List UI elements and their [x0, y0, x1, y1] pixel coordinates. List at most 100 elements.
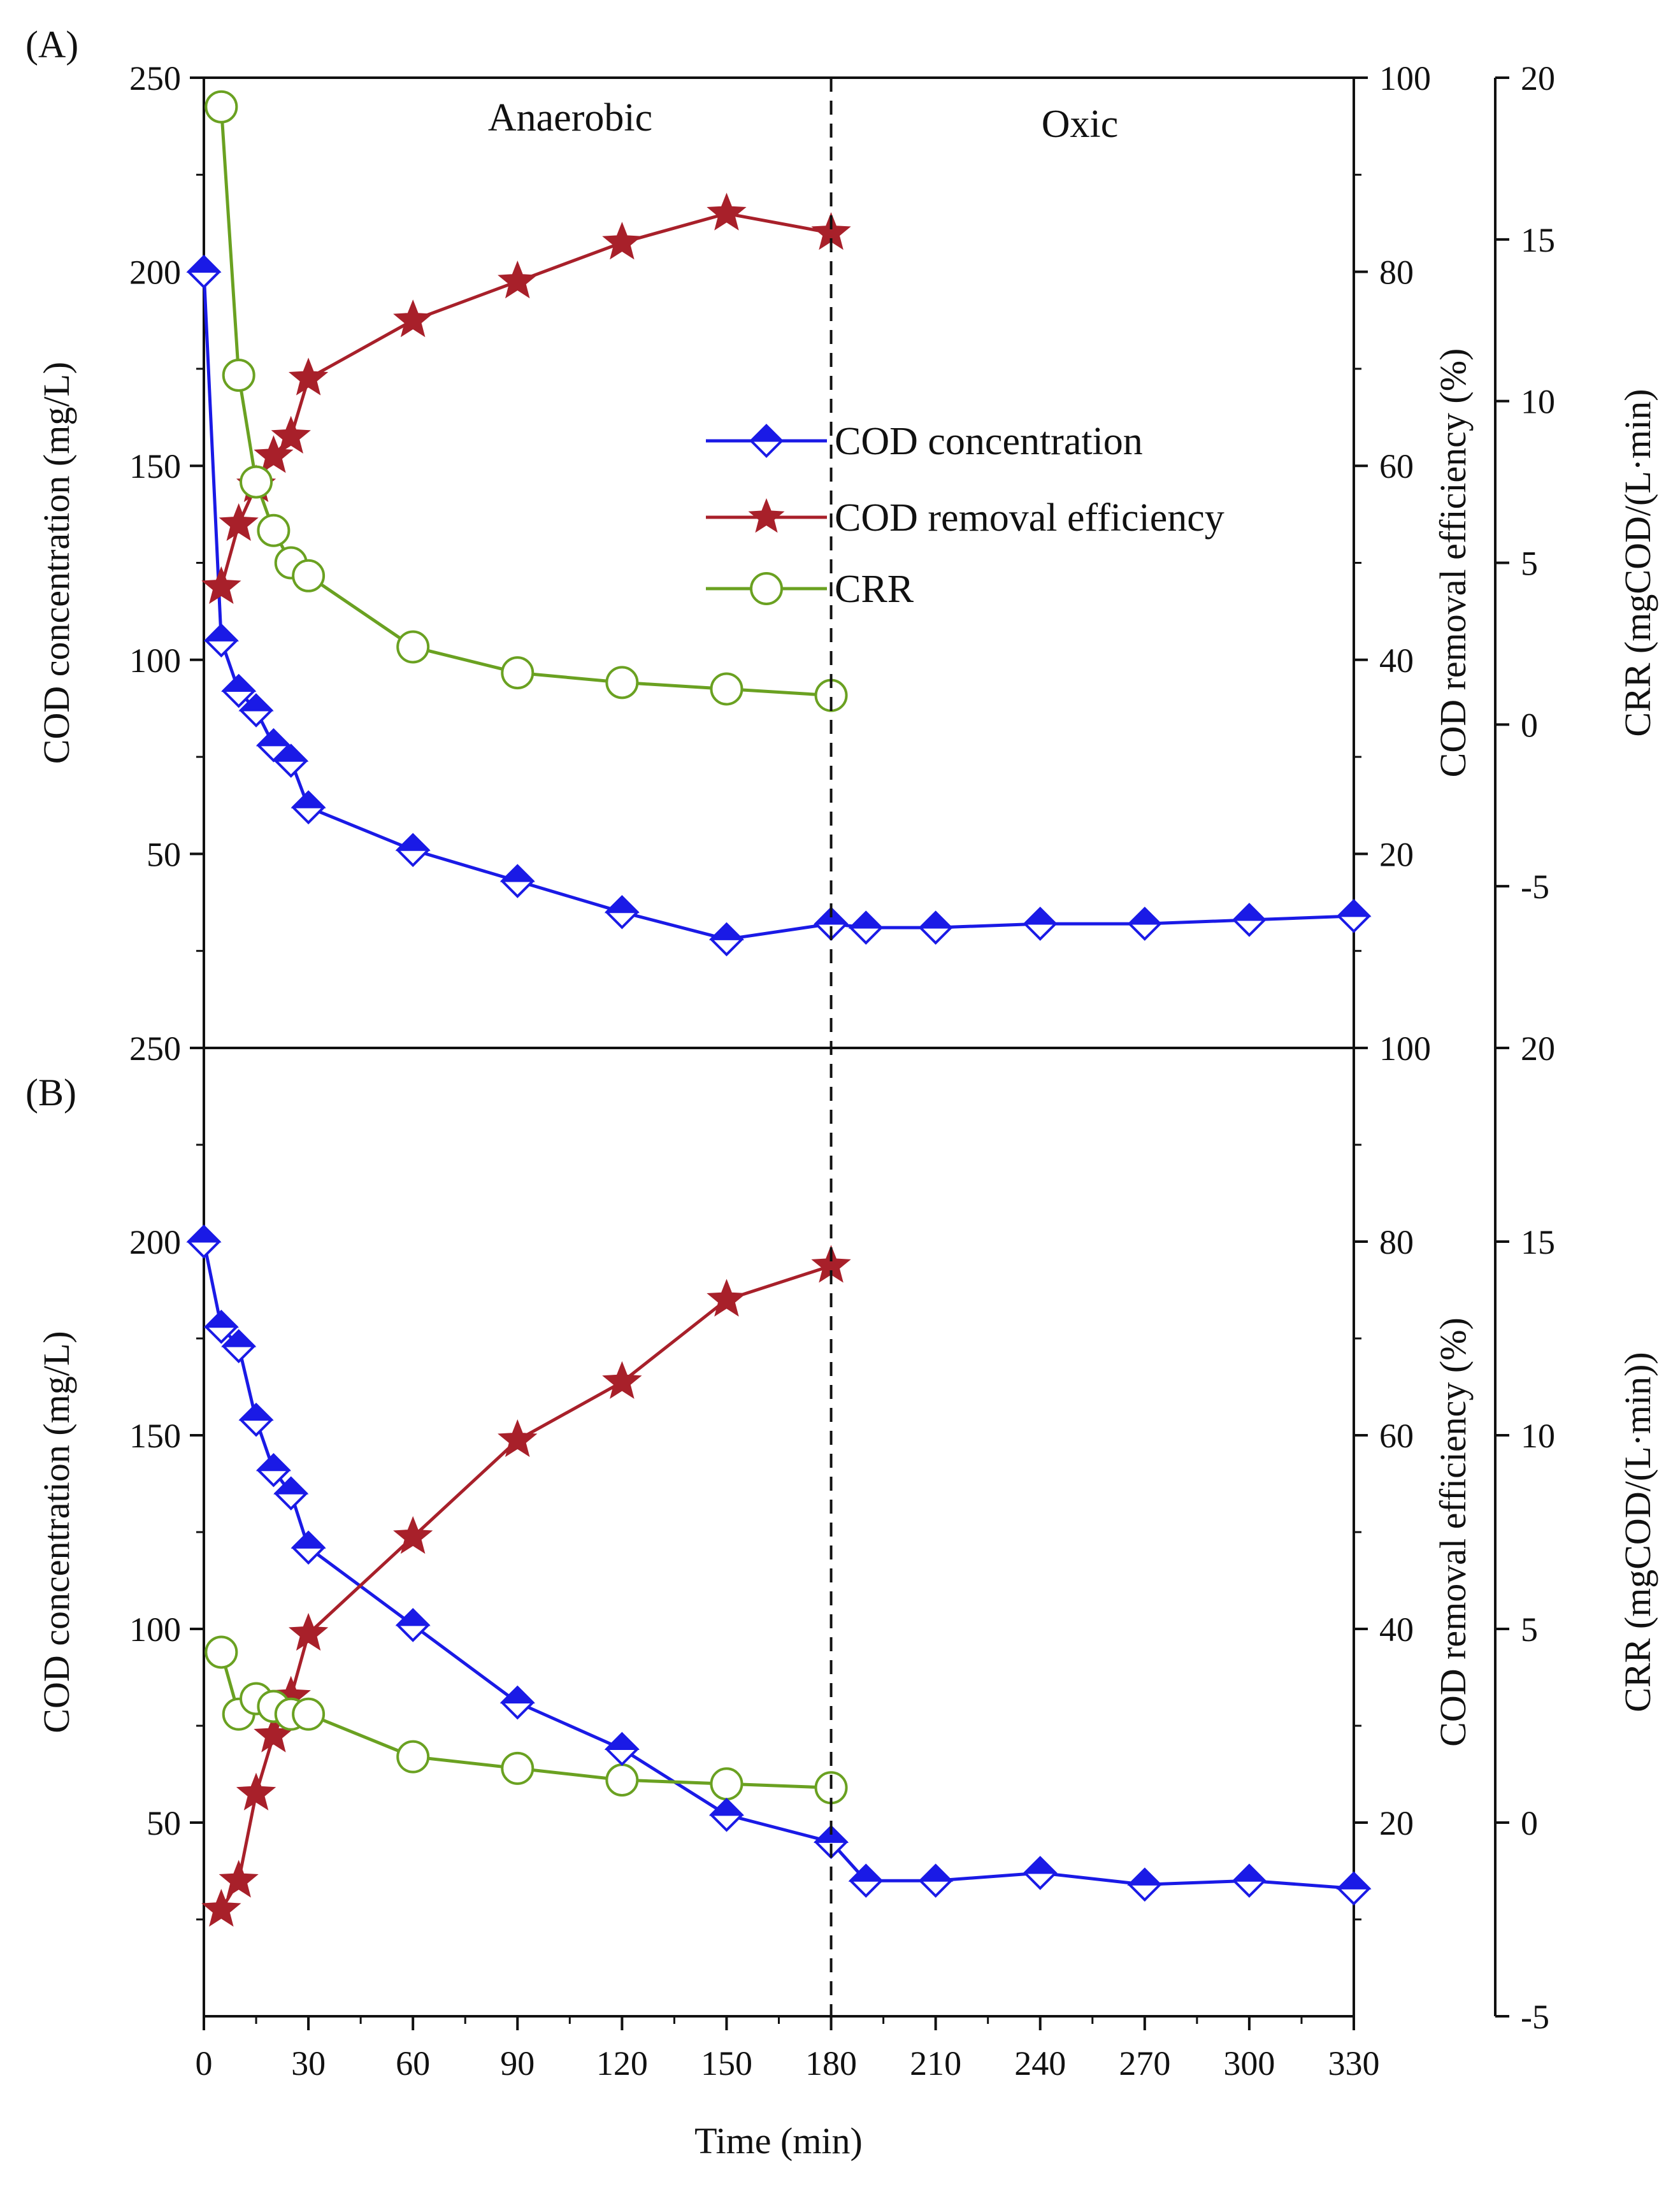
y-left-tick-label: 200 — [129, 1223, 181, 1261]
cod-removal-efficiency-point — [707, 192, 747, 231]
y-left-tick-label: 250 — [129, 59, 181, 97]
crr-point — [257, 513, 291, 547]
cod-concentration-point — [848, 910, 884, 945]
cod-concentration-point — [1231, 1863, 1267, 1898]
legend-marker-circle — [750, 572, 783, 605]
x-tick-label: 150 — [701, 2044, 752, 2083]
y-left-tick-label: 50 — [147, 1804, 181, 1842]
legend-label: COD concentration — [835, 420, 1143, 463]
cod-concentration-point — [604, 894, 640, 929]
y-right-tick-label: 10 — [1521, 1417, 1555, 1455]
crr-line — [219, 106, 831, 698]
cod-concentration-point — [918, 910, 954, 945]
x-tick-label: 180 — [805, 2044, 857, 2083]
cod-concentration-point — [186, 254, 222, 289]
cod-removal-efficiency-point — [498, 1419, 538, 1458]
cod-removal-efficiency-line — [219, 211, 831, 588]
cod-concentration-line — [202, 271, 1354, 941]
x-tick-label: 90 — [500, 2044, 535, 2083]
y-mid-tick-label: 80 — [1379, 1223, 1414, 1261]
y-right-tick-label: 15 — [1521, 1223, 1555, 1261]
cod-removal-efficiency-point — [254, 435, 294, 473]
cod-concentration-point — [291, 1530, 326, 1565]
cod-concentration-point — [848, 1863, 884, 1898]
legend-item-removal: COD removal efficiency — [706, 496, 1224, 540]
cod-concentration-point — [186, 1224, 222, 1259]
y-left-axis-label: COD concentration (mg/L) — [36, 1331, 77, 1733]
y-right-tick-label: 0 — [1521, 1804, 1538, 1842]
y-left-axis-label: COD concentration (mg/L) — [36, 362, 77, 764]
cod-removal-efficiency-point — [288, 1612, 329, 1651]
y-left-tick-label: 50 — [147, 835, 181, 873]
y-mid-tick-label: 20 — [1379, 835, 1414, 873]
y-left-tick-label: 150 — [129, 1417, 181, 1455]
cod-concentration-point — [273, 1476, 309, 1511]
crr-point — [222, 359, 255, 392]
cod-concentration-point — [1127, 1867, 1163, 1902]
cod-concentration-point — [708, 922, 745, 957]
cod-removal-efficiency-point — [393, 1516, 433, 1554]
cod-concentration-point — [604, 1731, 640, 1767]
y-left-tick-label: 100 — [129, 642, 181, 680]
cod-concentration-point — [1127, 907, 1163, 941]
crr-point — [710, 1767, 743, 1801]
panel-label: (A) — [25, 24, 78, 66]
cod-removal-efficiency-point — [201, 566, 241, 605]
y-right-axis-label: CRR (mgCOD/(L·min) — [1617, 389, 1658, 736]
cod-concentration-point — [1336, 899, 1372, 933]
y-mid-tick-label: 20 — [1379, 1804, 1414, 1842]
shared-elements: Anaerobic Oxic 0 30 60 90 120 150 180 210 240 270 30… — [196, 78, 1380, 2162]
cod-concentration-point — [203, 623, 239, 658]
crr-point — [501, 1751, 535, 1785]
crr-point — [710, 672, 743, 706]
cod-concentration-point — [499, 1685, 535, 1720]
cod-concentration-point — [221, 1329, 257, 1363]
y-right-tick-label: 10 — [1521, 383, 1555, 421]
crr-point — [205, 90, 238, 124]
y-mid-tick-label: 40 — [1379, 642, 1414, 680]
x-tick-label: 330 — [1328, 2044, 1380, 2083]
cod-concentration-point — [273, 743, 309, 778]
cod-removal-efficiency-point — [393, 299, 433, 338]
x-tick-label: 210 — [910, 2044, 961, 2083]
panel-b: 50 100 150 200 250 20 40 60 80 100 -5 0 5 10 15 20 COD c… — [25, 1029, 1658, 2036]
y-left-tick-label: 200 — [129, 254, 181, 292]
crr-point — [292, 1697, 326, 1731]
y-mid-tick-label: 100 — [1379, 59, 1431, 97]
panel-a: 50 100 150 200 250 20 40 60 80 100 -5 0 5 10 15 20 COD c… — [25, 24, 1658, 1049]
cod-concentration-point — [238, 693, 274, 728]
legend-marker-diamond — [749, 424, 784, 458]
crr-point — [605, 666, 639, 699]
crr-point — [240, 465, 273, 499]
y-left-tick-label: 250 — [129, 1029, 181, 1068]
x-axis-label: Time (min) — [694, 2120, 863, 2162]
y-right-tick-label: -5 — [1521, 868, 1549, 906]
x-tick-label: 270 — [1119, 2044, 1170, 2083]
cod-concentration-point — [1023, 907, 1058, 941]
cod-removal-efficiency-point — [602, 222, 642, 260]
cod-removal-efficiency-point — [288, 357, 329, 396]
y-mid-tick-label: 100 — [1379, 1029, 1431, 1068]
cod-concentration-point — [203, 1309, 239, 1344]
y-left-tick-label: 150 — [129, 447, 181, 485]
crr-point — [396, 630, 430, 664]
cod-concentration-point — [395, 1608, 431, 1642]
cod-concentration-point — [255, 728, 292, 763]
legend-marker-star — [748, 498, 785, 533]
cod-concentration-point — [238, 1402, 274, 1437]
cod-concentration-point — [255, 1452, 292, 1488]
cod-concentration-point — [1336, 1871, 1372, 1906]
crr-point — [501, 656, 535, 690]
y-mid-tick-label: 40 — [1379, 1610, 1414, 1649]
legend-item-crr: CRR — [706, 568, 914, 611]
cod-removal-efficiency-point — [498, 261, 538, 299]
y-right-tick-label: 5 — [1521, 1610, 1538, 1649]
cod-concentration-point — [1023, 1856, 1058, 1890]
cod-concentration-point — [918, 1863, 954, 1898]
cod-concentration-point — [221, 673, 257, 708]
y-mid-tick-label: 80 — [1379, 254, 1414, 292]
cod-removal-efficiency-point — [219, 1860, 259, 1898]
cod-removal-efficiency-point — [271, 415, 311, 454]
legend-label: CRR — [835, 568, 914, 611]
